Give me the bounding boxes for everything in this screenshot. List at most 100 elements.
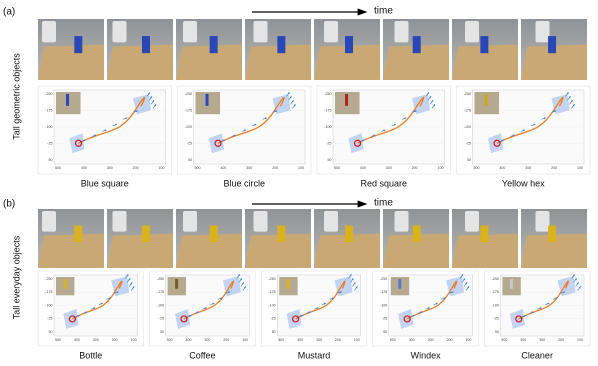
end-arrow xyxy=(150,99,155,105)
y-tick-label: -175 xyxy=(45,290,52,294)
end-arrow xyxy=(354,286,358,291)
table xyxy=(245,44,311,80)
direction-arrow xyxy=(81,139,86,142)
direction-arrow xyxy=(186,315,192,318)
inset-object xyxy=(205,94,209,106)
table xyxy=(38,44,104,80)
table xyxy=(314,44,380,80)
direction-arrow xyxy=(402,117,407,120)
direction-arrow xyxy=(410,315,415,318)
object xyxy=(209,36,218,54)
y-tick-label: -250 xyxy=(185,92,192,96)
end-arrow xyxy=(425,91,430,97)
start-marker xyxy=(515,315,523,323)
caption: Blue circle xyxy=(223,178,265,188)
end-arrow xyxy=(461,278,466,283)
photo xyxy=(452,209,518,268)
table xyxy=(521,233,587,268)
inset-object xyxy=(66,94,70,106)
direction-arrow xyxy=(510,134,515,137)
table xyxy=(452,233,518,268)
object xyxy=(277,225,286,243)
table xyxy=(107,233,173,268)
x-tick-label: 500 xyxy=(55,166,61,170)
caption: Blue square xyxy=(81,178,129,188)
end-arrow xyxy=(152,103,157,109)
direction-arrow xyxy=(520,129,526,132)
y-tick-label: -100 xyxy=(324,125,331,129)
x-tick-label: 200 xyxy=(112,338,118,342)
y-tick-label: 50 xyxy=(49,330,53,334)
end-arrow xyxy=(288,95,292,101)
start-region xyxy=(69,133,85,154)
y-tick-label: -25 xyxy=(159,317,164,321)
end-arrow xyxy=(350,278,354,283)
y-tick-label: -25 xyxy=(326,141,331,145)
direction-arrow xyxy=(210,302,215,305)
table xyxy=(314,233,380,268)
start-marker xyxy=(291,315,300,323)
direction-arrow xyxy=(321,302,327,305)
robot xyxy=(112,21,127,43)
object xyxy=(277,36,286,54)
direction-arrow xyxy=(521,315,527,318)
table xyxy=(38,233,104,268)
inset-object xyxy=(509,279,513,289)
photo xyxy=(314,209,380,268)
inset-object xyxy=(484,94,488,106)
object xyxy=(141,36,150,54)
object xyxy=(141,225,150,243)
robot xyxy=(253,211,268,232)
y-tick-label: -25 xyxy=(466,141,471,145)
direction-arrow xyxy=(531,123,536,127)
y-tick-label: -100 xyxy=(157,303,164,307)
photo xyxy=(38,209,104,268)
y-tick-label: -175 xyxy=(185,108,192,112)
end-arrow xyxy=(573,278,577,283)
y-tick-label: -175 xyxy=(45,108,52,112)
table xyxy=(452,44,518,80)
start-region xyxy=(174,308,190,329)
inset-object xyxy=(63,279,67,289)
x-tick-label: 300 xyxy=(93,338,99,342)
x-tick-label: 500 xyxy=(501,338,507,342)
y-tick-label: -250 xyxy=(45,277,52,281)
end-arrow xyxy=(577,286,581,291)
direction-arrow xyxy=(112,123,118,127)
direction-arrow xyxy=(541,117,546,120)
x-tick-label: 300 xyxy=(204,338,210,342)
x-tick-label: 200 xyxy=(447,338,453,342)
robot xyxy=(324,211,338,232)
start-marker xyxy=(68,315,76,323)
x-tick-label: 300 xyxy=(316,338,322,342)
robot xyxy=(183,211,197,232)
y-tick-label: -100 xyxy=(464,125,471,129)
y-tick-label: -175 xyxy=(464,108,471,112)
object xyxy=(548,225,557,243)
photo xyxy=(521,209,587,268)
y-tick-label: 50 xyxy=(272,330,276,334)
y-tick-label: -250 xyxy=(464,92,471,96)
object xyxy=(412,36,421,54)
x-tick-label: 300 xyxy=(428,338,434,342)
x-tick-label: 300 xyxy=(539,338,545,342)
y-tick-label: -250 xyxy=(380,277,387,281)
x-tick-label: 500 xyxy=(278,338,284,342)
y-tick-label: 50 xyxy=(49,158,53,162)
photo xyxy=(176,209,242,268)
x-tick-label: 200 xyxy=(223,338,229,342)
x-tick-label: 400 xyxy=(297,338,303,342)
inset-object xyxy=(175,279,179,289)
direction-arrow xyxy=(102,129,107,132)
end-arrow xyxy=(565,91,569,97)
y-tick-label: -250 xyxy=(157,277,164,281)
end-arrow xyxy=(571,103,575,109)
caption: Windex xyxy=(411,350,442,360)
robot xyxy=(324,21,338,43)
direction-arrow xyxy=(560,291,566,294)
end-arrow xyxy=(429,99,434,105)
